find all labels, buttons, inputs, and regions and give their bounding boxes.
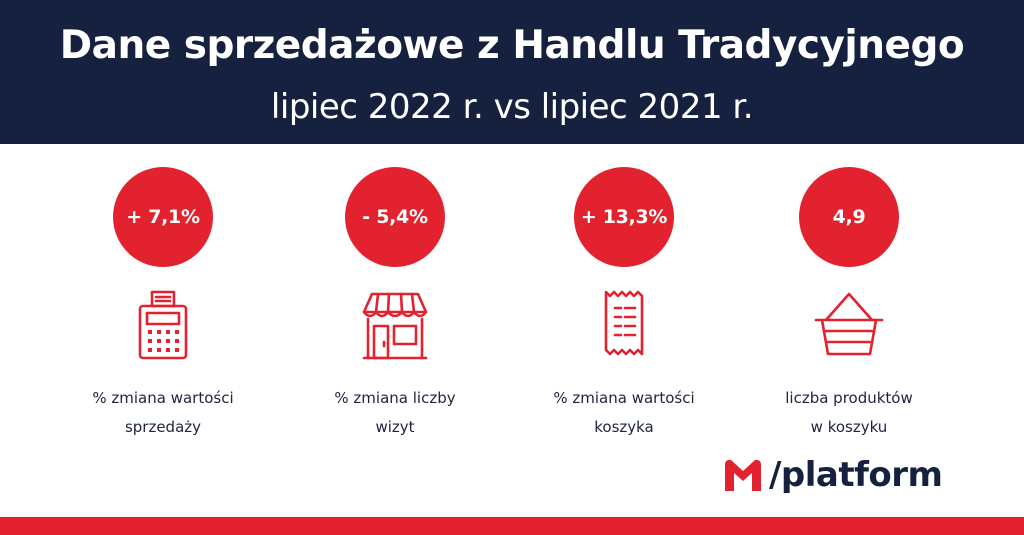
footer-bar: [0, 517, 1024, 535]
stat-value-badge: + 7,1%: [113, 167, 213, 267]
page-subtitle: lipiec 2022 r. vs lipiec 2021 r.: [270, 87, 754, 127]
stat-products-in-basket: 4,9 liczba produktów w koszyku: [738, 162, 958, 462]
stat-sales-value: + 7,1% % zmiana wartości sprzedaży: [52, 162, 272, 462]
stat-value-badge: 4,9: [799, 167, 899, 267]
receipt-icon: [589, 290, 659, 360]
stat-value-badge: - 5,4%: [345, 167, 445, 267]
m-logo-icon: [725, 459, 761, 491]
stat-label-line2: sprzedaży: [124, 418, 202, 436]
stat-label-line1: liczba produktów: [785, 389, 913, 407]
stat-label: % zmiana wartości sprzedaży: [52, 384, 274, 442]
logo-text: /platform: [769, 455, 943, 495]
stat-label-line1: % zmiana wartości: [92, 389, 234, 407]
stat-basket-value: + 13,3% % zmiana wartości koszyka: [513, 162, 733, 462]
basket-icon: [814, 290, 884, 360]
platform-logo: /platform: [723, 451, 983, 499]
stat-label: % zmiana wartości koszyka: [513, 384, 735, 442]
stat-visits: - 5,4% % zmiana liczby wizyt: [284, 162, 504, 462]
stat-label: % zmiana liczby wizyt: [284, 384, 506, 442]
stat-label-line2: wizyt: [375, 418, 415, 436]
header-banner: Dane sprzedażowe z Handlu Tradycyjnego l…: [0, 0, 1024, 144]
stat-label-line2: koszyka: [594, 418, 654, 436]
stat-label: liczba produktów w koszyku: [738, 384, 960, 442]
stat-value-badge: + 13,3%: [574, 167, 674, 267]
stat-label-line2: w koszyku: [810, 418, 888, 436]
stat-label-line1: % zmiana liczby: [334, 389, 456, 407]
stat-label-line1: % zmiana wartości: [553, 389, 695, 407]
page-title: Dane sprzedażowe z Handlu Tradycyjnego: [59, 23, 965, 68]
cash-register-icon: [128, 290, 198, 360]
shop-icon: [360, 290, 430, 360]
